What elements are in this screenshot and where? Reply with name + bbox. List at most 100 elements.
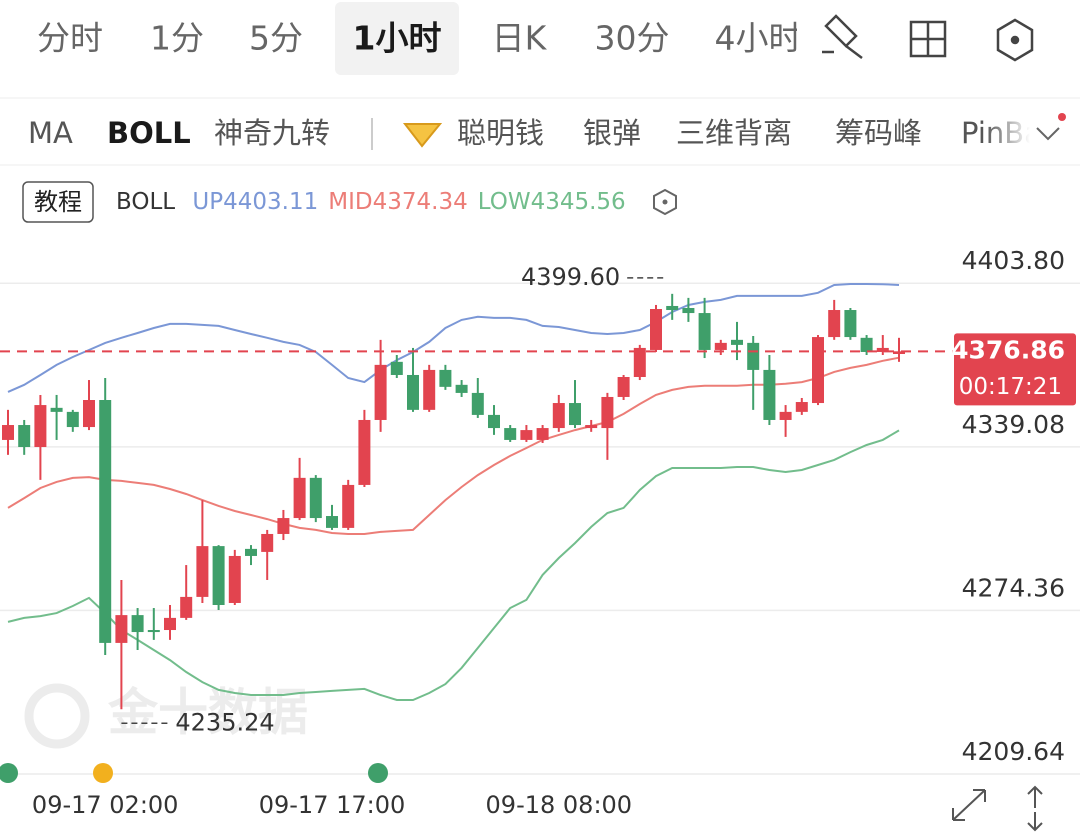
legend-name: MID <box>328 189 372 215</box>
indicator-tab[interactable]: MA <box>28 116 73 150</box>
candle-body <box>812 337 824 404</box>
scale-icon[interactable] <box>1027 785 1043 832</box>
bottom-icons <box>952 785 1043 832</box>
event-dot[interactable] <box>368 763 388 783</box>
band-line <box>7 283 900 393</box>
candle-body <box>261 533 274 552</box>
y-tick-label: 4339.08 <box>962 410 1065 439</box>
candle-body <box>682 307 695 314</box>
tab[interactable]: 30分 <box>595 19 670 58</box>
candle-body <box>471 392 484 415</box>
candle-body <box>828 310 841 338</box>
candle-body <box>34 405 47 448</box>
candle-body <box>779 411 792 420</box>
legend-value: 4345.56 <box>531 189 626 215</box>
high-label: 4399.60 <box>521 263 620 291</box>
indicator-tab[interactable]: 筹码峰 <box>835 116 922 150</box>
indicator-tab[interactable]: BOLL <box>107 116 191 150</box>
candle-body <box>698 313 711 350</box>
candle-body <box>18 425 31 448</box>
chart: 4209.64 4274.36 4339.08 4403.80 09-17 02:00 0… <box>0 246 1080 819</box>
watermark: 金十数据 <box>24 683 308 749</box>
watermark-text: 金十数据 <box>108 684 308 742</box>
candle-body <box>520 430 533 440</box>
candle-body <box>423 369 436 410</box>
tab[interactable]: 5分 <box>249 19 303 58</box>
candle-body <box>731 339 743 345</box>
candle-body <box>844 310 857 338</box>
candle-body <box>358 419 371 485</box>
tab-bar: 分时 1分 5分 1小时 日K 30分 4小时 <box>37 19 802 58</box>
tutorial-button[interactable] <box>22 181 94 223</box>
candle-body <box>860 337 873 352</box>
y-tick-label: 4403.80 <box>962 246 1065 275</box>
candle-body <box>876 347 889 352</box>
candle-body <box>131 615 144 633</box>
legend-value: 4403.11 <box>223 189 318 215</box>
candle-body <box>795 402 808 412</box>
tab[interactable]: 日K <box>492 19 548 58</box>
candle-body <box>293 477 306 519</box>
candle-body <box>326 516 338 528</box>
legend: BOLL UP4403.11 MID4374.34 LOW4345.56 <box>116 189 626 215</box>
candle-body <box>277 518 290 534</box>
candle-body <box>747 342 760 370</box>
settings-icon[interactable] <box>996 18 1034 62</box>
candle-body <box>99 400 112 643</box>
candle-body <box>66 411 79 428</box>
indicator-tab[interactable]: 神奇九转 <box>214 116 330 150</box>
legend-name: LOW <box>478 189 531 215</box>
tab[interactable]: 1小时 <box>353 19 442 58</box>
candle-body <box>585 425 598 429</box>
candle-body <box>115 615 128 643</box>
tutorial-label[interactable]: 教程 <box>34 188 82 216</box>
expand-icon[interactable] <box>1036 127 1060 141</box>
candle-body <box>504 428 517 440</box>
settings-dot <box>1010 35 1020 45</box>
candle-body <box>633 347 646 378</box>
candle-body <box>601 396 614 429</box>
x-tick-label: 09-18 08:00 <box>486 791 633 819</box>
indicator-settings[interactable] <box>653 188 677 216</box>
candle-body <box>196 546 209 597</box>
low-label: 4235.24 <box>175 708 274 736</box>
candle-body <box>164 617 176 631</box>
settings-dot <box>662 199 668 205</box>
price-tag <box>954 333 1076 406</box>
tab[interactable]: 分时 <box>37 19 103 58</box>
toolbar-icons <box>822 14 1034 62</box>
y-tick-label: 4274.36 <box>962 573 1065 602</box>
indicator-tab[interactable]: 银弹 <box>583 116 641 150</box>
fullscreen-icon[interactable] <box>952 789 986 821</box>
event-dot[interactable] <box>0 763 18 783</box>
candle-body <box>390 361 403 375</box>
legend-name: UP <box>192 189 223 215</box>
candle-body <box>569 403 581 426</box>
event-dot[interactable] <box>93 763 113 783</box>
tab[interactable]: 1分 <box>150 19 204 58</box>
indicator-bar: MABOLL神奇九转聪明钱银弹三维背离筹码峰PinBar <box>28 116 1030 150</box>
fade <box>985 105 1030 163</box>
candle-body <box>2 425 14 440</box>
candle-body <box>552 403 565 429</box>
band-line <box>7 356 900 535</box>
candle-body <box>342 484 355 528</box>
indicator-tab[interactable]: 聪明钱 <box>457 116 544 150</box>
candle-body <box>439 369 452 387</box>
candle-body <box>407 374 419 410</box>
price-tag-value: 4376.86 <box>951 335 1065 364</box>
candle-body <box>83 400 95 428</box>
band-line <box>7 429 900 701</box>
candle-body <box>666 305 679 311</box>
candle-body <box>228 555 241 603</box>
candle-body <box>893 351 905 354</box>
red-dot <box>1058 113 1066 121</box>
candle-body <box>617 377 630 397</box>
active-tab-bg <box>335 2 459 75</box>
tab[interactable]: 4小时 <box>715 19 802 58</box>
legend-value: 4374.34 <box>373 189 468 215</box>
price-tag-countdown: 00:17:21 <box>959 374 1062 400</box>
draw-icon[interactable] <box>822 14 863 59</box>
indicator-tab[interactable]: 三维背离 <box>676 116 792 150</box>
